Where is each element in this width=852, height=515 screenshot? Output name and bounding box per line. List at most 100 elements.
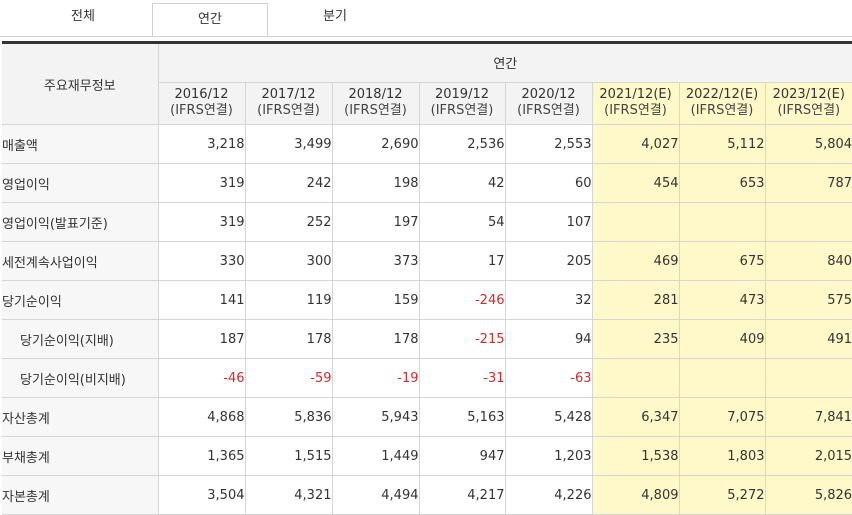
row-label: 자산총계 [2, 398, 158, 437]
value-cell: 94 [505, 320, 592, 359]
value-cell: 454 [592, 164, 679, 203]
value-cell: 4,321 [245, 476, 332, 515]
value-cell: 1,515 [245, 437, 332, 476]
period-header: 2016/12(IFRS연결) [158, 82, 245, 124]
value-cell: 319 [158, 203, 245, 242]
value-cell: 5,943 [332, 398, 419, 437]
value-cell: 675 [679, 242, 765, 281]
value-cell: 473 [679, 281, 765, 320]
value-cell: 54 [419, 203, 505, 242]
value-cell: 187 [158, 320, 245, 359]
period-year: 2016/12 [159, 87, 245, 103]
period-header: 2018/12(IFRS연결) [332, 82, 419, 124]
value-cell: 300 [245, 242, 332, 281]
period-year: 2017/12 [246, 87, 332, 103]
tab-annual[interactable]: 연간 [152, 3, 268, 37]
value-cell: 5,272 [679, 476, 765, 515]
value-cell: 5,826 [765, 476, 852, 515]
period-header: 2021/12(E)(IFRS연결) [592, 82, 679, 124]
value-cell [592, 203, 679, 242]
value-cell: 7,841 [765, 398, 852, 437]
value-cell: 159 [332, 281, 419, 320]
value-cell: 330 [158, 242, 245, 281]
value-cell: 6,347 [592, 398, 679, 437]
value-cell: 60 [505, 164, 592, 203]
value-cell: 42 [419, 164, 505, 203]
value-cell: 469 [592, 242, 679, 281]
value-cell: 575 [765, 281, 852, 320]
value-cell: 4,494 [332, 476, 419, 515]
value-cell: 205 [505, 242, 592, 281]
value-cell: 198 [332, 164, 419, 203]
period-year: 2018/12 [333, 87, 419, 103]
value-cell: 7,075 [679, 398, 765, 437]
value-cell: 1,449 [332, 437, 419, 476]
value-cell: 840 [765, 242, 852, 281]
column-group-header: 연간 [158, 43, 852, 83]
value-cell: 5,163 [419, 398, 505, 437]
value-cell: 119 [245, 281, 332, 320]
period-basis: (IFRS연결) [766, 103, 852, 119]
value-cell: 178 [332, 320, 419, 359]
period-year: 2021/12(E) [593, 87, 679, 103]
value-cell: 2,536 [419, 125, 505, 164]
value-cell: 947 [419, 437, 505, 476]
value-cell [592, 359, 679, 398]
value-cell: 1,365 [158, 437, 245, 476]
value-cell [679, 203, 765, 242]
period-year: 2023/12(E) [766, 87, 852, 103]
value-cell: 17 [419, 242, 505, 281]
period-tabs: 전체 연간 분기 [0, 0, 852, 36]
value-cell: -59 [245, 359, 332, 398]
value-cell: 4,027 [592, 125, 679, 164]
value-cell: 197 [332, 203, 419, 242]
value-cell: 2,015 [765, 437, 852, 476]
period-header: 2023/12(E)(IFRS연결) [765, 82, 852, 124]
value-cell: 1,538 [592, 437, 679, 476]
value-cell: 491 [765, 320, 852, 359]
value-cell: 107 [505, 203, 592, 242]
value-cell: 141 [158, 281, 245, 320]
period-basis: (IFRS연결) [593, 103, 679, 119]
value-cell: 4,868 [158, 398, 245, 437]
value-cell: 319 [158, 164, 245, 203]
row-label: 매출액 [2, 125, 158, 164]
value-cell [765, 203, 852, 242]
value-cell: 5,112 [679, 125, 765, 164]
period-year: 2020/12 [506, 87, 592, 103]
period-basis: (IFRS연결) [333, 103, 419, 119]
period-year: 2019/12 [420, 87, 505, 103]
period-header: 2019/12(IFRS연결) [419, 82, 505, 124]
period-basis: (IFRS연결) [246, 103, 332, 119]
value-cell: 1,203 [505, 437, 592, 476]
period-basis: (IFRS연결) [420, 103, 505, 119]
value-cell: 1,803 [679, 437, 765, 476]
value-cell: 409 [679, 320, 765, 359]
value-cell: 5,836 [245, 398, 332, 437]
value-cell: 242 [245, 164, 332, 203]
row-label: 부채총계 [2, 437, 158, 476]
row-label: 당기순이익(지배) [2, 320, 158, 359]
row-label: 자본총계 [2, 476, 158, 515]
tab-quarterly[interactable]: 분기 [270, 0, 400, 34]
table-corner-label: 주요재무정보 [2, 43, 158, 125]
value-cell: 653 [679, 164, 765, 203]
value-cell: 2,553 [505, 125, 592, 164]
row-label: 당기순이익 [2, 281, 158, 320]
table-row: 당기순이익(비지배)-46-59-19-31-63 [2, 359, 852, 398]
value-cell: -46 [158, 359, 245, 398]
tab-all[interactable]: 전체 [18, 0, 148, 34]
value-cell: -63 [505, 359, 592, 398]
row-label: 영업이익(발표기준) [2, 203, 158, 242]
value-cell: -19 [332, 359, 419, 398]
value-cell: 373 [332, 242, 419, 281]
row-label: 세전계속사업이익 [2, 242, 158, 281]
